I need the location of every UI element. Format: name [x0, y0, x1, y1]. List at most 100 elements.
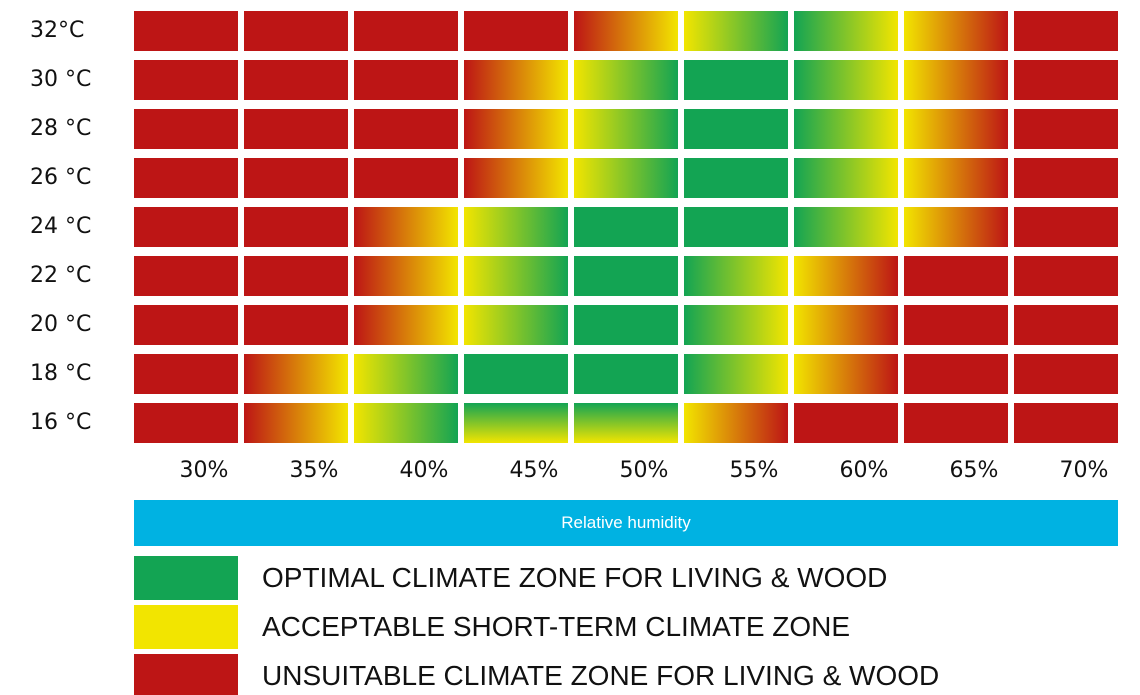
heatmap-cell [1014, 207, 1118, 247]
x-tick-label: 65% [949, 458, 999, 483]
heatmap-cell [574, 109, 678, 149]
heatmap-cell [134, 207, 238, 247]
heatmap-cell [464, 256, 568, 296]
heatmap-cell [794, 403, 898, 443]
heatmap-cell [1014, 256, 1118, 296]
heatmap-cell [574, 11, 678, 51]
heatmap-cell [684, 60, 788, 100]
legend-label-acceptable: ACCEPTABLE SHORT-TERM CLIMATE ZONE [262, 611, 851, 642]
legend-swatch-unsuitable [134, 654, 238, 695]
heatmap-cell [354, 403, 458, 443]
heatmap-cell [464, 403, 568, 443]
x-tick-label: 50% [619, 458, 669, 483]
heatmap-cell [1014, 305, 1118, 345]
heatmap-cell [684, 109, 788, 149]
x-tick-label: 60% [839, 458, 889, 483]
heatmap-cell [574, 403, 678, 443]
heatmap-cell [574, 158, 678, 198]
heatmap-cell [904, 109, 1008, 149]
heatmap-cell [354, 158, 458, 198]
heatmap-cell [574, 305, 678, 345]
y-tick-label: 24 °C [30, 214, 92, 239]
x-axis-label: Relative humidity [134, 500, 1118, 546]
heatmap-cell [244, 354, 348, 394]
y-tick-label: 16 °C [30, 410, 92, 435]
x-tick-label: 45% [509, 458, 559, 483]
heatmap-cell [574, 207, 678, 247]
y-tick-label: 28 °C [30, 116, 92, 141]
heatmap-cell [354, 60, 458, 100]
heatmap-cell [244, 256, 348, 296]
x-tick-label: 35% [289, 458, 339, 483]
heatmap-cell [684, 158, 788, 198]
heatmap-cell [794, 207, 898, 247]
heatmap-cell [904, 11, 1008, 51]
heatmap-cell [684, 354, 788, 394]
heatmap-cell [134, 109, 238, 149]
y-tick-label: 30 °C [30, 67, 92, 92]
heatmap-cell [794, 158, 898, 198]
heatmap-cell [464, 305, 568, 345]
heatmap-cell [464, 109, 568, 149]
heatmap-cell [794, 109, 898, 149]
y-tick-label: 20 °C [30, 312, 92, 337]
heatmap-cell [354, 305, 458, 345]
heatmap-cell [354, 256, 458, 296]
heatmap-cell [684, 207, 788, 247]
legend-swatch-acceptable [134, 605, 238, 649]
heatmap-cell [134, 256, 238, 296]
heatmap-cell [244, 158, 348, 198]
legend-swatch-optimal [134, 556, 238, 600]
x-tick-label: 40% [399, 458, 449, 483]
heatmap-cell [244, 60, 348, 100]
y-tick-label: 18 °C [30, 361, 92, 386]
heatmap-cell [1014, 354, 1118, 394]
heatmap-cell [244, 305, 348, 345]
x-tick-label: 55% [729, 458, 779, 483]
heatmap-cell [1014, 60, 1118, 100]
heatmap-cell [1014, 11, 1118, 51]
heatmap-cell [134, 403, 238, 443]
heatmap-cell [354, 109, 458, 149]
heatmap-cell [684, 305, 788, 345]
heatmap-cell [134, 305, 238, 345]
heatmap-cell [464, 354, 568, 394]
heatmap-cell [464, 207, 568, 247]
heatmap-cell [904, 256, 1008, 296]
heatmap-cell [1014, 109, 1118, 149]
heatmap-cell [794, 60, 898, 100]
x-tick-label: 30% [179, 458, 229, 483]
heatmap-cell [134, 60, 238, 100]
heatmap-cell [134, 158, 238, 198]
y-tick-label: 22 °C [30, 263, 92, 288]
heatmap-cell [354, 207, 458, 247]
heatmap-cell [904, 60, 1008, 100]
heatmap-cell [904, 305, 1008, 345]
legend-label-unsuitable: UNSUITABLE CLIMATE ZONE FOR LIVING & WOO… [262, 660, 940, 691]
heatmap-cell [134, 354, 238, 394]
heatmap-cell [794, 354, 898, 394]
heatmap-cell [244, 207, 348, 247]
y-tick-label: 32°C [30, 18, 85, 43]
heatmap-cell [1014, 403, 1118, 443]
heatmap-cell [464, 60, 568, 100]
heatmap-cell [1014, 158, 1118, 198]
heatmap-cell [794, 256, 898, 296]
heatmap-cell [354, 354, 458, 394]
heatmap-cell [794, 11, 898, 51]
heatmap-cell [904, 354, 1008, 394]
legend-label-optimal: OPTIMAL CLIMATE ZONE FOR LIVING & WOOD [262, 562, 888, 593]
x-tick-label: 70% [1059, 458, 1109, 483]
heatmap-cell [354, 11, 458, 51]
heatmap-cell [244, 109, 348, 149]
heatmap-cell [464, 158, 568, 198]
heatmap-cell [684, 256, 788, 296]
y-tick-label: 26 °C [30, 165, 92, 190]
heatmap-cell [574, 60, 678, 100]
heatmap-cell [904, 207, 1008, 247]
heatmap-cell [244, 403, 348, 443]
heatmap-cell [904, 158, 1008, 198]
heatmap-cell [684, 403, 788, 443]
heatmap-cell [794, 305, 898, 345]
